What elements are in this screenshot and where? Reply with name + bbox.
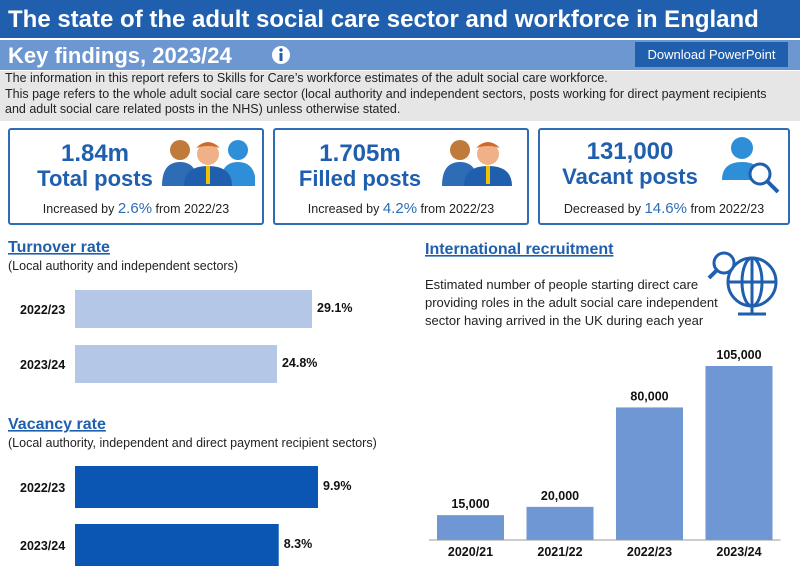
kpi-card: 1.705m Filled posts Increased by 4.2% fr… xyxy=(273,128,529,225)
kpi-change-text: Increased by xyxy=(307,202,380,216)
value-label: 24.8% xyxy=(282,356,317,370)
kpi-change: Increased by 4.2% from 2022/23 xyxy=(275,200,527,217)
kpi-change-text: Decreased by xyxy=(563,202,641,216)
value-label: 20,000 xyxy=(541,489,579,503)
y-tick-label: 2022/23 xyxy=(20,481,65,495)
bar xyxy=(437,515,504,540)
chart-title: Turnover rate xyxy=(8,239,110,256)
kpi-value: 1.84m xyxy=(60,140,130,167)
chart-title: International recruitment xyxy=(425,241,614,258)
title-banner: The state of the adult social care secto… xyxy=(0,0,800,38)
bar xyxy=(705,366,773,540)
value-label: 9.9% xyxy=(323,479,352,493)
x-tick-label: 2021/22 xyxy=(537,545,582,559)
value-label: 80,000 xyxy=(630,389,668,403)
bar xyxy=(616,407,683,540)
kpi-change-value: 2.6% xyxy=(117,200,153,217)
chart-subtitle: (Local authority and independent sectors… xyxy=(8,259,238,273)
chart-description: Estimated number of people starting dire… xyxy=(425,277,718,328)
value-label: 8.3% xyxy=(284,537,313,551)
kpi-change-text: from 2022/23 xyxy=(155,202,230,216)
intro-text: The information in this report refers to… xyxy=(5,71,608,85)
x-tick-label: 2020/21 xyxy=(448,545,493,559)
intro-text: This page refers to the whole adult soci… xyxy=(5,86,767,117)
download-button[interactable]: Download PowerPoint xyxy=(635,42,788,67)
kpi-card: 1.84m Total posts Increased by 2.6% from… xyxy=(8,128,264,225)
info-icon[interactable] xyxy=(271,45,291,65)
kpi-change: Decreased by 14.6% from 2022/23 xyxy=(540,200,788,217)
kpi-change-value: 4.2% xyxy=(382,200,418,217)
people-icon xyxy=(442,140,512,186)
kpi-change: Increased by 2.6% from 2022/23 xyxy=(10,200,262,217)
value-label: 105,000 xyxy=(716,348,761,362)
y-tick-label: 2022/23 xyxy=(20,303,65,317)
bar xyxy=(526,506,594,540)
search-person-icon xyxy=(722,137,780,194)
kpi-label: Vacant posts xyxy=(562,164,698,189)
value-label: 15,000 xyxy=(451,497,489,511)
chart-subtitle: (Local authority, independent and direct… xyxy=(8,436,377,450)
bar xyxy=(75,466,318,508)
bar xyxy=(75,524,279,566)
people-icon xyxy=(162,140,255,186)
x-tick-label: 2022/23 xyxy=(627,545,672,559)
page-title: The state of the adult social care secto… xyxy=(8,6,759,33)
kpi-label: Total posts xyxy=(37,166,153,191)
kpi-label: Filled posts xyxy=(298,166,422,191)
kpi-value: 131,000 xyxy=(586,138,674,165)
page-subtitle: Key findings, 2023/24 xyxy=(8,43,232,68)
bar xyxy=(75,345,277,383)
chart-title: Vacancy rate xyxy=(8,416,106,433)
kpi-change-text: Increased by xyxy=(42,202,115,216)
y-tick-label: 2023/24 xyxy=(20,539,65,553)
value-label: 29.1% xyxy=(317,301,352,315)
kpi-change-text: from 2022/23 xyxy=(690,202,765,216)
x-tick-label: 2023/24 xyxy=(716,545,761,559)
y-tick-label: 2023/24 xyxy=(20,358,65,372)
bar xyxy=(75,290,312,328)
intro: The information in this report refers to… xyxy=(0,71,800,121)
globe-icon xyxy=(707,251,778,316)
kpi-value: 1.705m xyxy=(319,140,401,167)
kpi-change-value: 14.6% xyxy=(644,200,687,217)
kpi-card: 131,000 Vacant posts Decreased by 14.6% … xyxy=(538,128,790,225)
kpi-change-text: from 2022/23 xyxy=(420,202,495,216)
